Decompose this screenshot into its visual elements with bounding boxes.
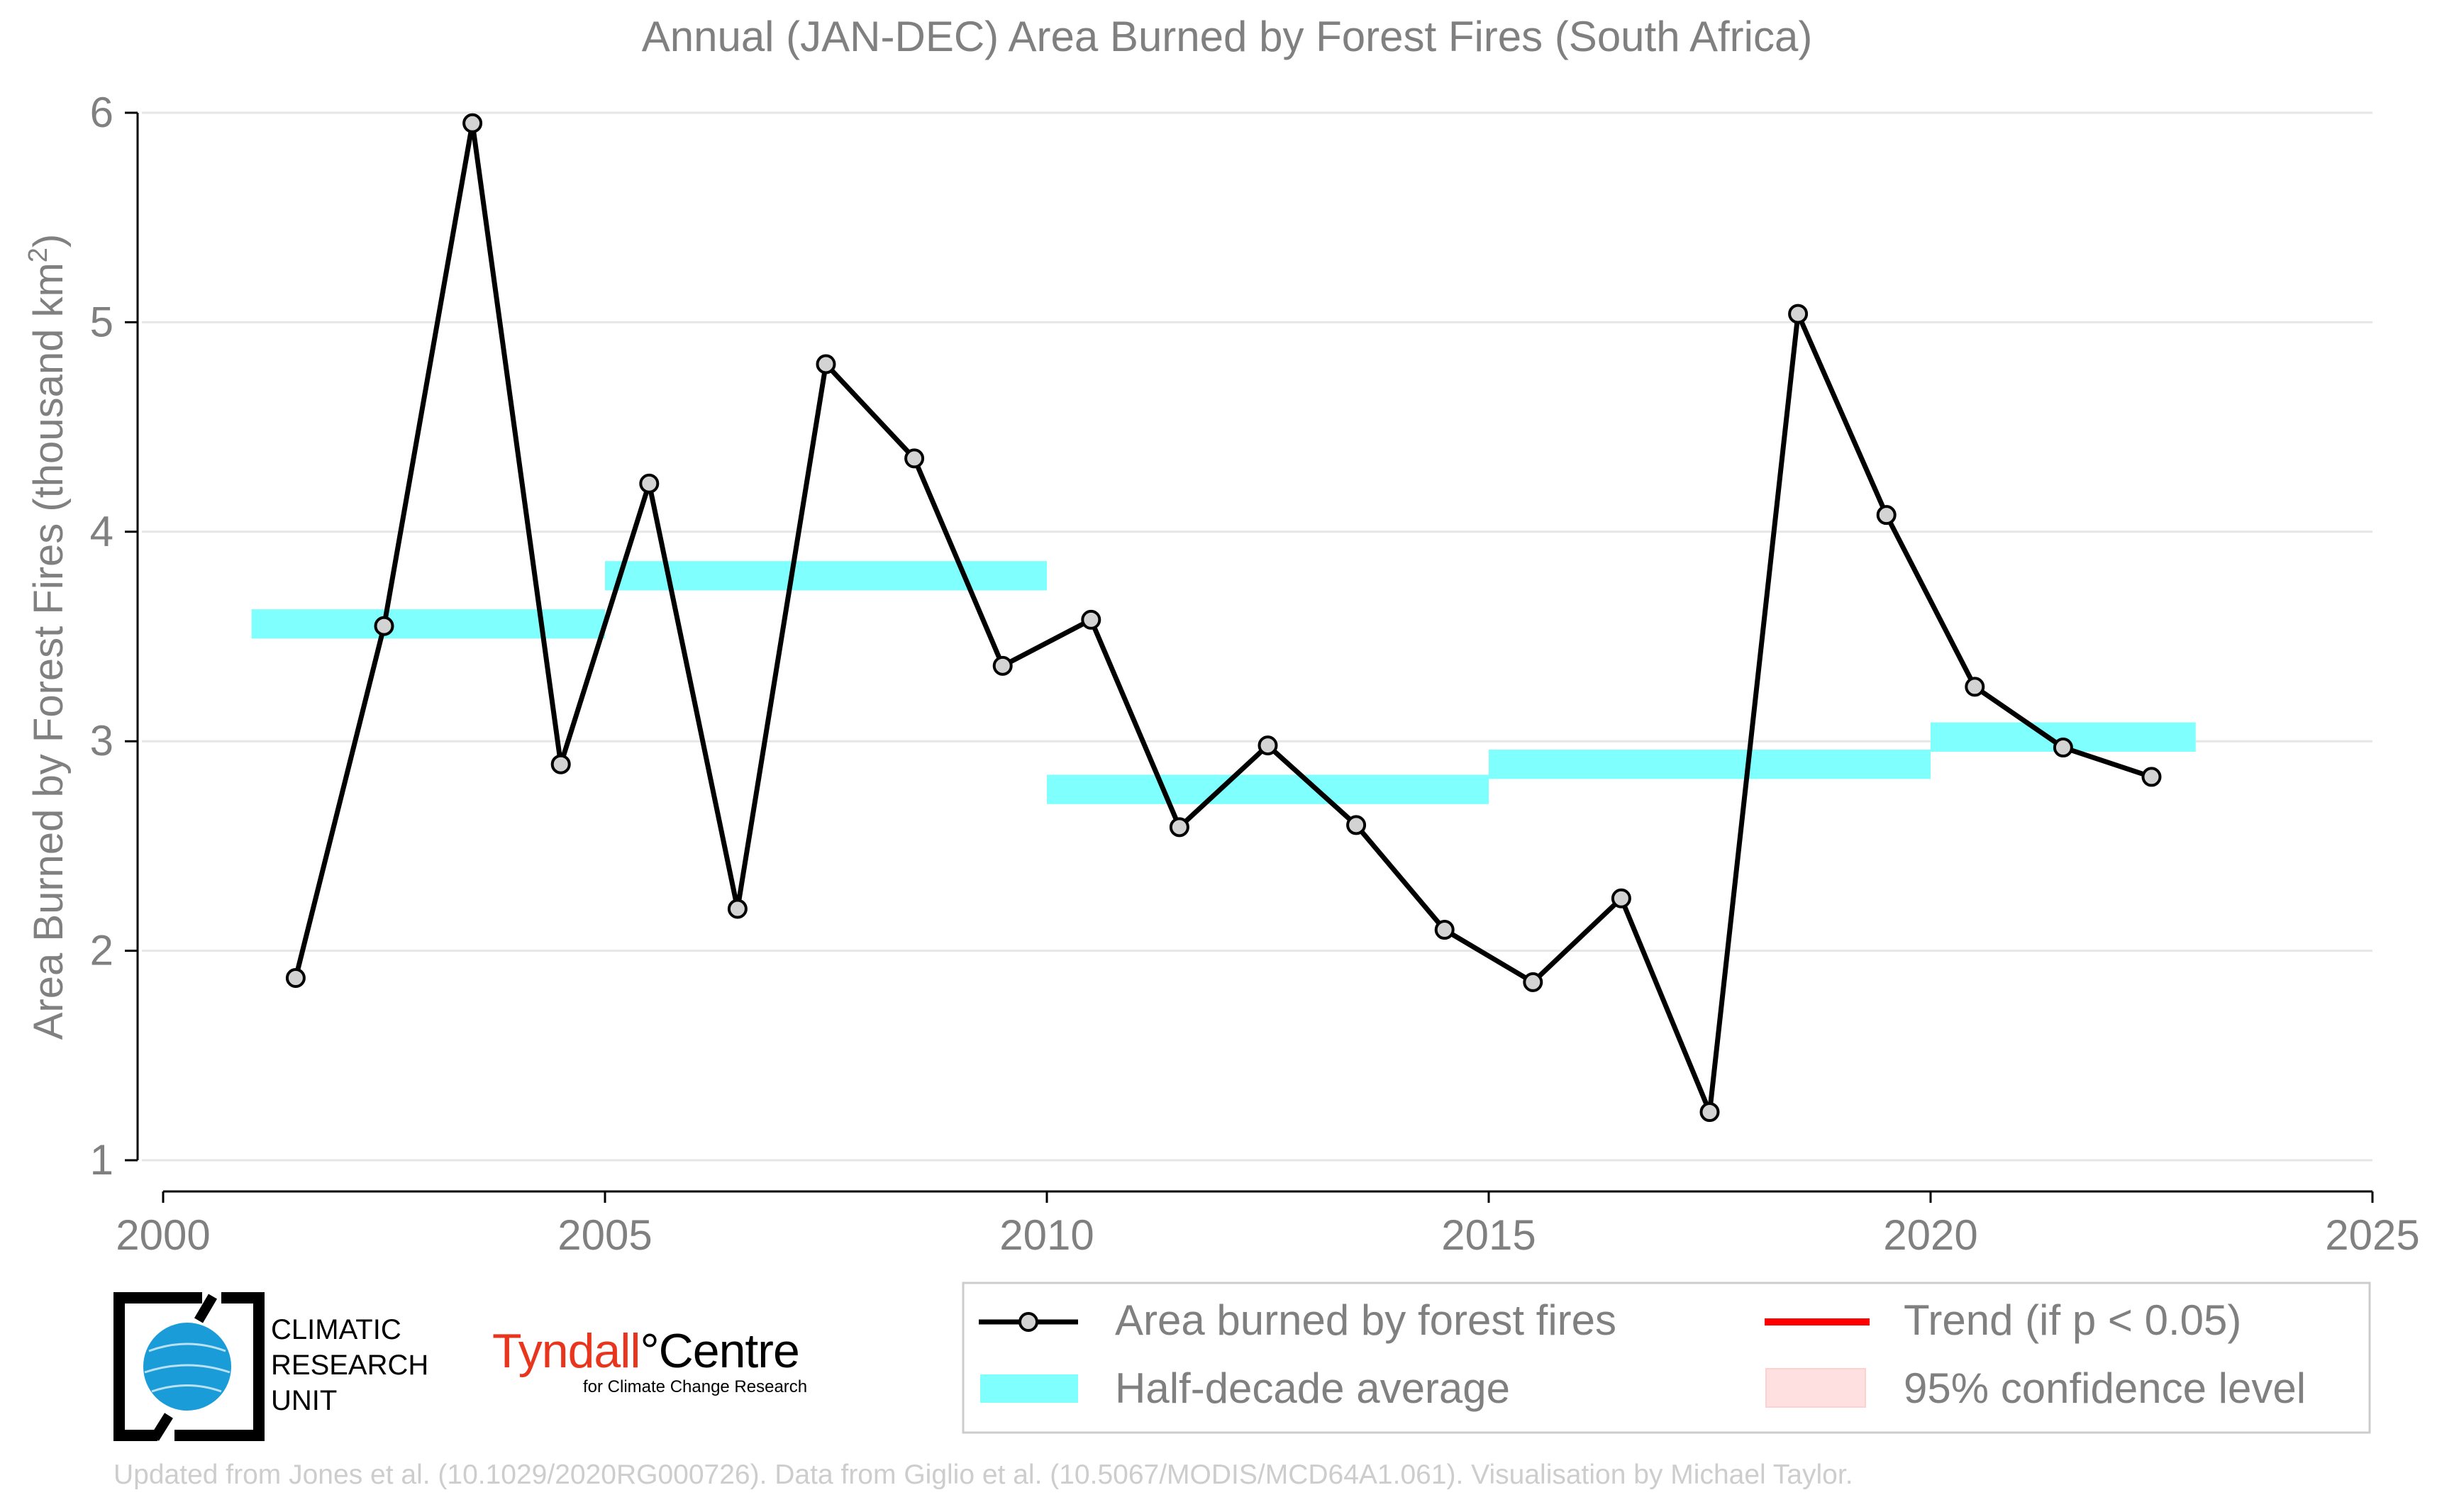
cru-logo-slash — [150, 1294, 218, 1441]
data-point — [1081, 609, 1101, 630]
globe-lines — [144, 1343, 231, 1393]
cru-line-2: RESEARCH — [271, 1350, 429, 1381]
cru-line-3: UNIT — [271, 1385, 338, 1416]
y-axis-label-main: Area Burned by Forest Fires (thousand km — [26, 262, 72, 1040]
legend-label-trend: Trend (if p < 0.05) — [1904, 1296, 2241, 1344]
data-point — [1434, 920, 1455, 940]
data-point — [2141, 767, 2162, 787]
x-tick-label: 2005 — [557, 1211, 652, 1259]
legend-label-half-decade: Half-decade average — [1115, 1364, 1510, 1412]
data-point — [550, 754, 571, 774]
legend: Area burned by forest fires Trend (if p … — [962, 1282, 2371, 1434]
globe-icon — [143, 1323, 231, 1411]
data-point — [1788, 304, 1809, 324]
data-point — [1876, 505, 1897, 526]
x-tick-label: 2025 — [2325, 1211, 2419, 1259]
half-decade-band — [251, 609, 605, 639]
legend-confidence-icon — [1765, 1368, 1866, 1408]
x-tick-label: 2015 — [1441, 1211, 1536, 1259]
y-tick-label: 1 — [90, 1136, 113, 1184]
half-decade-band — [1489, 750, 1931, 779]
data-point — [1611, 888, 1631, 908]
cru-logo — [113, 1292, 265, 1441]
data-point — [816, 354, 836, 374]
tyndall-degree: ° — [640, 1324, 659, 1378]
data-point — [639, 473, 660, 494]
footer-credits: Updated from Jones et al. (10.1029/2020R… — [113, 1460, 1853, 1490]
tyndall-logo: Tyndall°Centre — [492, 1323, 800, 1379]
legend-half-decade-icon — [980, 1374, 1078, 1403]
data-point — [904, 448, 925, 469]
y-axis-label-close: ) — [26, 234, 72, 248]
legend-label-area-burned: Area burned by forest fires — [1115, 1296, 1616, 1344]
y-tick-label: 3 — [90, 717, 113, 765]
cru-logo-text: CLIMATIC RESEARCH UNIT — [271, 1312, 428, 1418]
legend-marker-icon — [1018, 1312, 1038, 1332]
y-tick-label: 2 — [90, 927, 113, 974]
chart-title: Annual (JAN-DEC) Area Burned by Forest F… — [642, 13, 1813, 60]
x-ticks: 2000 2005 2010 2015 2020 2025 — [116, 1191, 2420, 1259]
legend-label-confidence: 95% confidence level — [1904, 1364, 2306, 1412]
tyndall-name: Tyndall — [492, 1324, 640, 1378]
cru-line-1: CLIMATIC — [271, 1314, 401, 1345]
data-point — [727, 899, 748, 919]
data-point — [462, 113, 483, 133]
x-tick-label: 2000 — [116, 1211, 210, 1259]
data-point — [1346, 815, 1367, 835]
data-point — [2053, 738, 2073, 758]
half-decade-band — [605, 561, 1047, 591]
cru-logo-bracket — [113, 1292, 265, 1441]
half-decade-band — [1047, 774, 1489, 804]
y-tick-label: 4 — [90, 508, 113, 555]
gridlines — [142, 111, 2372, 1162]
legend-frame — [962, 1282, 2371, 1434]
y-axis-label-superscript: 2 — [23, 248, 53, 262]
series-points — [285, 113, 2162, 1123]
x-tick-label: 2010 — [999, 1211, 1094, 1259]
data-point — [1965, 677, 1985, 697]
y-tick-label: 6 — [90, 89, 113, 136]
data-point — [285, 968, 306, 989]
half-decade-bands — [251, 561, 2196, 804]
data-point — [1699, 1102, 1720, 1123]
tyndall-subtitle: for Climate Change Research — [583, 1377, 808, 1396]
x-tick-label: 2020 — [1883, 1211, 1977, 1259]
y-ticks: 1 2 3 4 5 6 — [90, 89, 138, 1184]
tyndall-centre: Centre — [658, 1324, 800, 1378]
data-point — [1523, 972, 1543, 992]
data-point — [1258, 735, 1278, 756]
y-tick-label: 5 — [90, 298, 113, 345]
data-point — [1169, 817, 1189, 838]
series-line — [293, 121, 2153, 1115]
y-axis-label: Area Burned by Forest Fires (thousand km… — [23, 234, 72, 1040]
data-point — [992, 655, 1013, 676]
data-point — [374, 616, 394, 636]
